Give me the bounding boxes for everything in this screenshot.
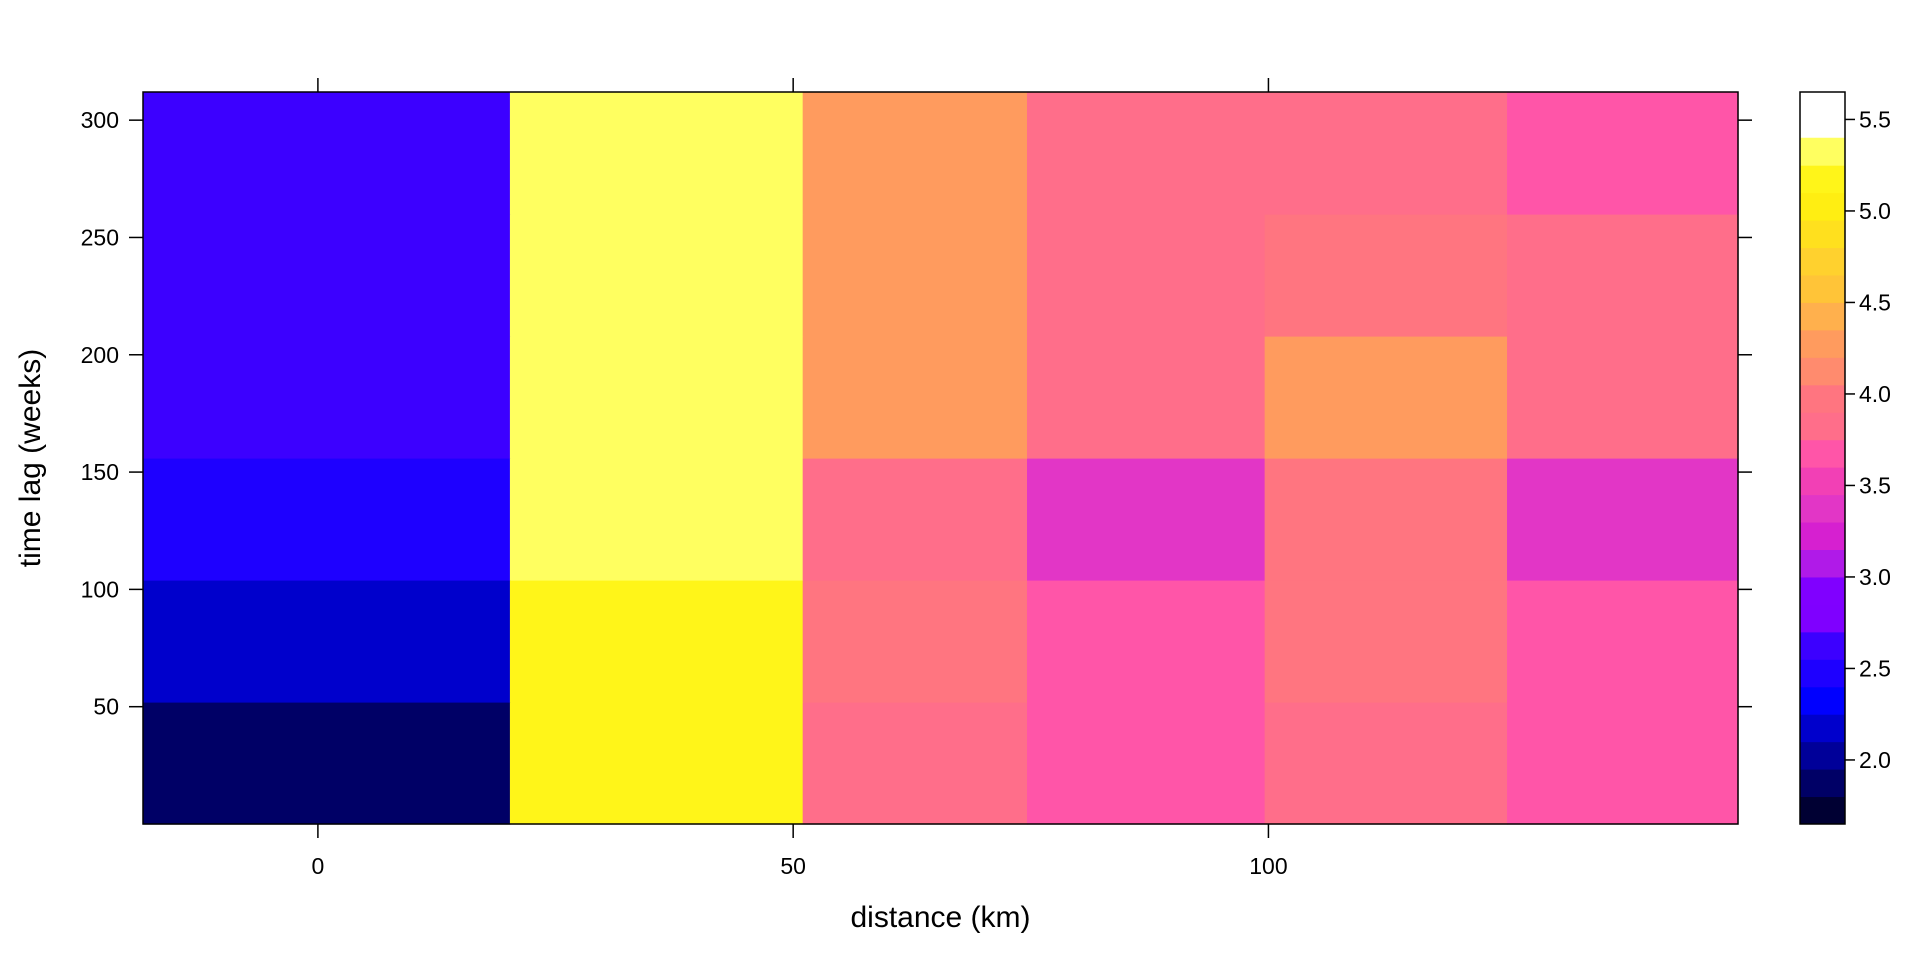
color-key-swatch [1800,714,1845,743]
heatmap-cell [1264,336,1508,459]
heatmap-cell [509,214,804,337]
x-tick-label: 0 [312,853,325,879]
heatmap-cell [1026,336,1266,459]
color-key-label: 2.5 [1859,655,1891,681]
color-key-swatch [1800,220,1845,249]
y-tick-label: 300 [81,107,119,133]
color-key-swatch [1800,467,1845,496]
color-key-swatch [1800,247,1845,276]
color-key-swatch [1800,604,1845,633]
color-key-swatch [1800,522,1845,550]
heatmap-cell [802,214,1028,337]
color-key-swatch [1800,796,1845,825]
color-key-swatch [1800,384,1845,413]
heatmap-cell [1264,580,1508,703]
heatmap-cell [1026,702,1266,825]
heatmap-cell [1026,214,1266,337]
heatmap-cell [802,580,1028,703]
y-axis-title: time lag (weeks) [14,349,47,567]
y-tick-label: 250 [81,224,119,250]
color-key-swatch [1800,741,1845,770]
heatmap-cell [143,458,511,581]
heatmap-cell [802,702,1028,825]
heatmap-cell [509,580,804,703]
color-key-swatch [1800,357,1845,386]
heatmap-cell [1507,458,1739,581]
color-key-swatch [1800,192,1845,221]
heatmap-cell [1507,702,1739,825]
color-key-swatch [1800,549,1845,578]
x-axis-title: distance (km) [850,901,1030,934]
y-tick-label: 100 [81,576,119,602]
color-key-label: 3.5 [1859,472,1891,498]
color-key: 2.0 2.5 3.0 3.5 4.0 4.5 5.0 5.5 [1799,91,1891,825]
color-key-border [1799,91,1846,825]
color-key-swatch [1800,769,1845,798]
x-axis: 0 50 100 [312,78,1288,879]
color-key-swatch [1800,275,1845,303]
color-key-swatch [1800,686,1845,715]
heatmap-cell [1026,458,1266,581]
heatmap-cell [1026,92,1266,215]
heatmap-cell [1264,702,1508,825]
y-tick-label: 50 [93,694,119,720]
heatmap-cell [509,458,804,581]
y-tick-label: 200 [81,342,119,368]
color-key-swatch [1800,631,1845,660]
heatmap-cell [143,336,511,459]
color-key-label: 4.5 [1859,289,1891,315]
heatmap-cell [509,702,804,825]
heatmap-cell [143,92,511,215]
color-key-label: 2.0 [1859,747,1891,773]
color-key-swatch [1800,439,1845,468]
heatmap-cell [802,92,1028,215]
plot-panel-border [142,91,1739,825]
heatmap-cell [143,702,511,825]
color-key-swatch [1800,576,1845,605]
heatmap-cells [143,92,1739,825]
x-tick-label: 100 [1249,853,1287,879]
color-key-swatch [1800,329,1845,358]
heatmap-cell [1026,580,1266,703]
color-key-label: 5.0 [1859,198,1891,224]
heatmap-cell [1507,92,1739,215]
color-key-swatch [1800,137,1845,166]
heatmap-cell [802,458,1028,581]
color-key-swatch [1800,494,1845,523]
color-key-label: 4.0 [1859,381,1891,407]
color-key-swatch [1800,412,1845,441]
color-key-label: 5.5 [1859,106,1891,132]
y-axis: 50 100 150 200 250 300 [81,107,1752,720]
heatmap-cell [1507,580,1739,703]
heatmap-cell [143,580,511,703]
heatmap-cell [802,336,1028,459]
heatmap-cell [1507,336,1739,459]
y-tick-label: 150 [81,459,119,485]
heatmap-cell [1264,92,1508,215]
heatmap-cell [1507,214,1739,337]
heatmap-cell [509,336,804,459]
heatmap-cell [1264,214,1508,337]
color-key-swatch [1800,165,1845,194]
x-tick-label: 50 [780,853,806,879]
color-key-swatch [1800,302,1845,331]
heatmap-cell [509,92,804,215]
color-key-swatch [1800,659,1845,688]
heatmap-cell [1264,458,1508,581]
color-key-label: 3.0 [1859,564,1891,590]
heatmap-cell [143,214,511,337]
